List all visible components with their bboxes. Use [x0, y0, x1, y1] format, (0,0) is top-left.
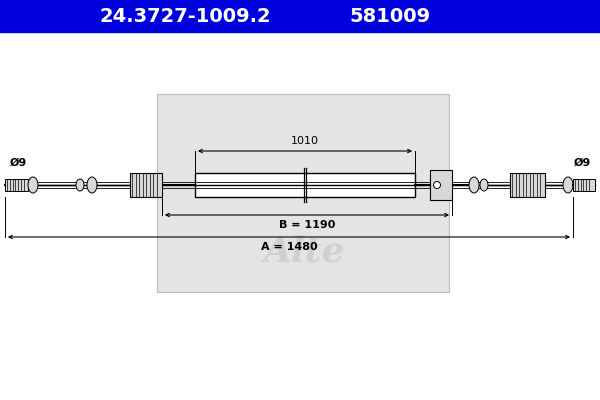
Text: Ø9: Ø9 — [574, 158, 590, 168]
Bar — [195, 173, 415, 197]
Bar — [430, 170, 452, 200]
Bar — [5, 179, 28, 191]
Text: A = 1480: A = 1480 — [260, 242, 317, 252]
Ellipse shape — [563, 177, 573, 193]
Text: Ø9: Ø9 — [10, 158, 26, 168]
Bar — [130, 173, 162, 197]
Bar — [510, 173, 545, 197]
Ellipse shape — [87, 177, 97, 193]
Text: 581009: 581009 — [349, 6, 431, 26]
Text: 24.3727-1009.2: 24.3727-1009.2 — [99, 6, 271, 26]
Bar — [573, 179, 595, 191]
Ellipse shape — [76, 179, 84, 191]
Text: Alte: Alte — [264, 235, 346, 269]
Text: B = 1190: B = 1190 — [279, 220, 335, 230]
Ellipse shape — [28, 177, 38, 193]
Circle shape — [433, 182, 440, 188]
Bar — [0, 0, 600, 32]
Ellipse shape — [469, 177, 479, 193]
Bar — [157, 94, 449, 292]
Text: 1010: 1010 — [291, 136, 319, 146]
Ellipse shape — [480, 179, 488, 191]
